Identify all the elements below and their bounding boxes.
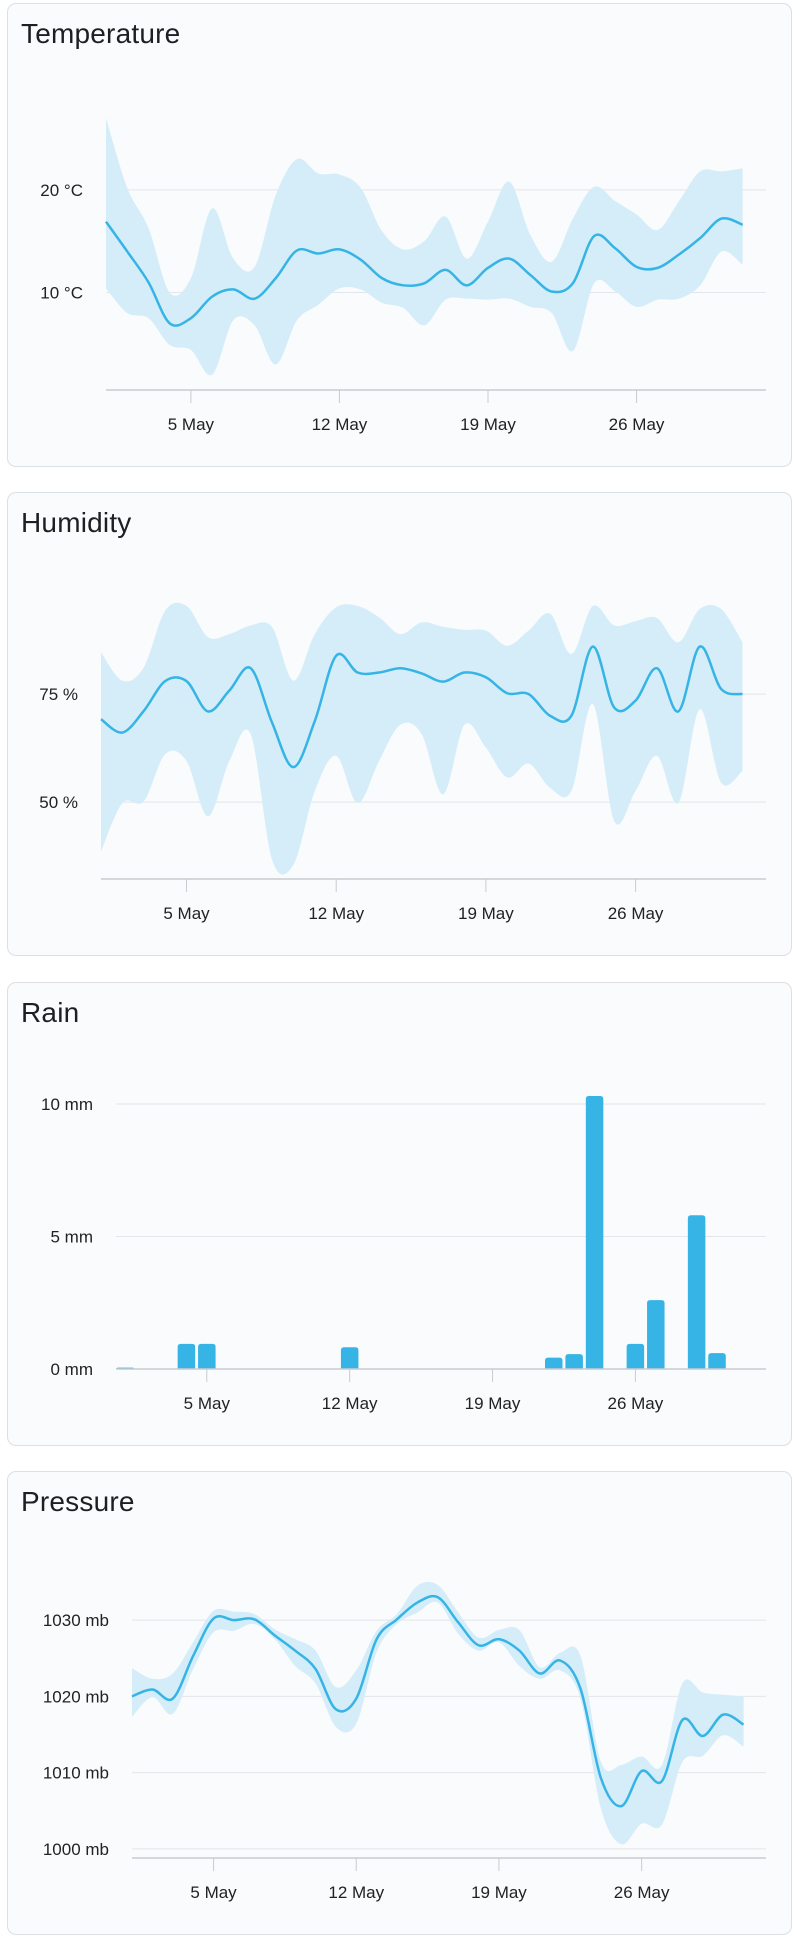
x-tick-label: 5 May	[184, 1394, 231, 1413]
bar	[198, 1343, 216, 1369]
card-title: Temperature	[21, 18, 181, 49]
humidity-card: Humidity 50 % 75 % 5 May 12 May 19 May 26 May	[7, 492, 792, 956]
y-tick-label: 75 %	[39, 685, 78, 704]
x-tick-label: 12 May	[328, 1883, 384, 1902]
x-tick-label: 12 May	[308, 904, 364, 923]
y-tick-label: 10 °C	[40, 284, 83, 303]
min-max-band	[101, 602, 743, 875]
bar	[647, 1300, 665, 1369]
bar	[565, 1354, 583, 1369]
rain-chart: 0 mm 5 mm 10 mm 5 May 12 May 19 May 26 May	[41, 1095, 766, 1413]
bar	[626, 1343, 645, 1369]
y-tick-label: 1000 mb	[43, 1840, 109, 1859]
x-tick-label: 5 May	[190, 1883, 237, 1902]
pressure-chart: 1000 mb 1010 mb 1020 mb 1030 mb 5 May 12 May 1…	[43, 1581, 766, 1902]
bar	[545, 1357, 563, 1369]
x-tick-label: 19 May	[460, 415, 516, 434]
card-title: Humidity	[21, 507, 132, 538]
bar	[340, 1347, 359, 1369]
y-tick-label: 20 °C	[40, 181, 83, 200]
bar	[708, 1353, 726, 1369]
card-title: Pressure	[21, 1486, 135, 1517]
rain-card: Rain 0 mm 5 mm 10 mm 5 May 12 May 19 May 26 Ma…	[7, 982, 792, 1446]
humidity-chart: 50 % 75 % 5 May 12 May 19 May 26 May	[39, 602, 766, 923]
y-tick-label: 10 mm	[41, 1095, 93, 1114]
x-tick-label: 5 May	[163, 904, 210, 923]
x-tick-label: 26 May	[608, 904, 664, 923]
min-max-band	[132, 1581, 744, 1845]
temperature-chart: 10 °C 20 °C 5 May 12 May 19 May 26 May	[40, 118, 766, 434]
x-tick-label: 19 May	[458, 904, 514, 923]
x-tick-label: 12 May	[322, 1394, 378, 1413]
card-title: Rain	[21, 997, 80, 1028]
x-tick-label: 19 May	[465, 1394, 521, 1413]
bar	[177, 1343, 196, 1369]
x-tick-label: 5 May	[168, 415, 215, 434]
y-tick-label: 1030 mb	[43, 1611, 109, 1630]
y-tick-label: 1020 mb	[43, 1687, 109, 1706]
pressure-card: Pressure 1000 mb 1010 mb 1020 mb 1030 mb 5 M…	[7, 1471, 792, 1935]
temperature-card: Temperature 10 °C 20 °C 5 May 12 May 19 May 2…	[7, 3, 792, 467]
mean-line	[104, 216, 744, 327]
x-tick-label: 26 May	[609, 415, 665, 434]
y-tick-label: 50 %	[39, 793, 78, 812]
x-tick-label: 26 May	[614, 1883, 670, 1902]
bar	[687, 1215, 706, 1369]
y-tick-label: 0 mm	[51, 1360, 94, 1379]
mean-line	[131, 1594, 745, 1808]
bar	[585, 1096, 604, 1369]
y-tick-label: 1010 mb	[43, 1764, 109, 1783]
x-tick-label: 26 May	[608, 1394, 664, 1413]
y-tick-label: 5 mm	[51, 1227, 94, 1246]
min-max-band	[106, 118, 743, 376]
mean-line	[100, 645, 743, 769]
x-tick-label: 19 May	[471, 1883, 527, 1902]
x-tick-label: 12 May	[312, 415, 368, 434]
